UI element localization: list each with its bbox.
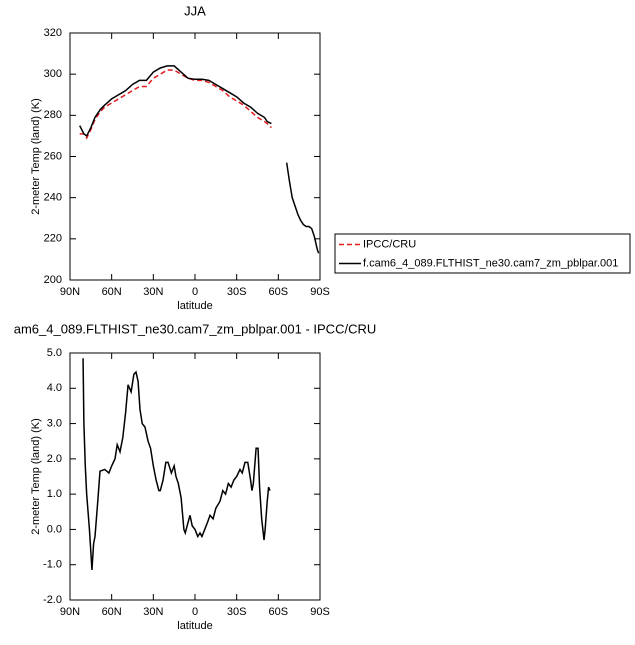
legend-label: IPCC/CRU [363,238,416,250]
y-tick-label: 4.0 [47,382,62,394]
y-tick-label: 300 [44,68,62,80]
y-tick-label: -2.0 [43,594,62,606]
chart-title: JJA [184,3,206,18]
x-axis-label: latitude [177,620,212,632]
legend-box [334,233,631,274]
plot-frame [69,352,321,601]
y-tick-label: 2.0 [47,453,62,465]
y-tick-label: 320 [44,27,62,39]
x-tick-label: 30S [227,286,247,298]
x-tick-label: 0 [192,606,198,618]
y-tick-label: 5.0 [47,347,62,359]
x-tick-label: 90N [60,286,80,298]
x-tick-label: 0 [192,286,198,298]
x-tick-label: 30N [143,606,163,618]
y-tick-label: 1.0 [47,488,62,500]
y-tick-label: 260 [44,150,62,162]
y-axis-label: 2-meter Temp (land) (K) [30,418,42,535]
y-tick-label: 220 [44,233,62,245]
data-line [79,65,320,254]
x-tick-label: 60S [269,286,289,298]
y-tick-label: 3.0 [47,417,62,429]
x-tick-label: 30S [227,606,247,618]
y-tick-label: 240 [44,192,62,204]
y-tick-label: 0.0 [47,523,62,535]
y-tick-label: 280 [44,109,62,121]
legend-label: f.cam6_4_089.FLTHIST_ne30.cam7_zm_pblpar… [363,257,618,269]
plot-frame [69,32,321,281]
x-tick-label: 90S [310,286,330,298]
x-tick-label: 60N [102,606,122,618]
y-tick-label: 200 [44,274,62,286]
x-tick-label: 90N [60,606,80,618]
data-line [82,358,271,571]
x-tick-label: 30N [143,286,163,298]
y-axis-label: 2-meter Temp (land) (K) [30,98,42,215]
x-tick-label: 60N [102,286,122,298]
y-tick-label: -1.0 [43,559,62,571]
x-tick-label: 90S [310,606,330,618]
x-tick-label: 60S [269,606,289,618]
x-axis-label: latitude [177,300,212,312]
chart-title: am6_4_089.FLTHIST_ne30.cam7_zm_pblpar.00… [14,321,377,336]
data-line [79,69,272,140]
